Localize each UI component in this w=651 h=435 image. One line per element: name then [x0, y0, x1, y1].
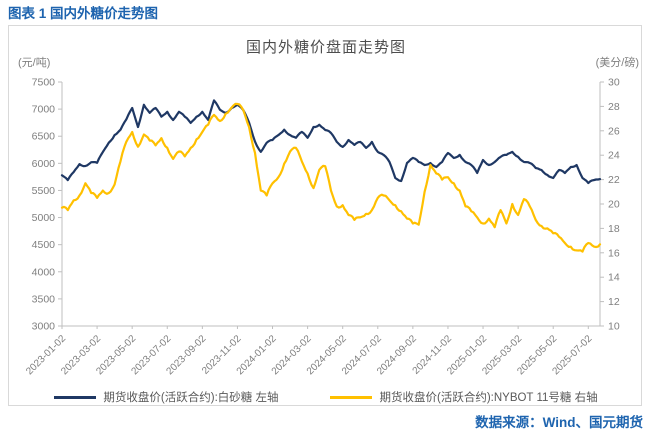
legend-item-white-sugar: 期货收盘价(活跃合约):白砂糖 左轴 [54, 389, 278, 405]
chart-legend: 期货收盘价(活跃合约):白砂糖 左轴 期货收盘价(活跃合约):NYBOT 11号… [8, 389, 644, 405]
legend-label-nybot-sugar: 期货收盘价(活跃合约):NYBOT 11号糖 右轴 [379, 392, 598, 404]
right-axis-unit-label: (美分/磅) [595, 57, 639, 69]
legend-item-nybot-sugar: 期货收盘价(活跃合约):NYBOT 11号糖 右轴 [330, 389, 598, 405]
legend-swatch-white-sugar [54, 395, 97, 399]
left-axis-unit-label: (元/吨) [18, 57, 51, 69]
chart-frame [8, 25, 642, 406]
legend-label-white-sugar: 期货收盘价(活跃合约):白砂糖 左轴 [103, 392, 279, 404]
chart-title: 国内外糖价盘面走势图 [245, 40, 406, 56]
figure-label: 图表 1 国内外糖价走势图 [8, 6, 159, 21]
source-note: 数据来源：Wind、国元期货 [475, 415, 643, 430]
legend-swatch-nybot-sugar [330, 395, 373, 399]
